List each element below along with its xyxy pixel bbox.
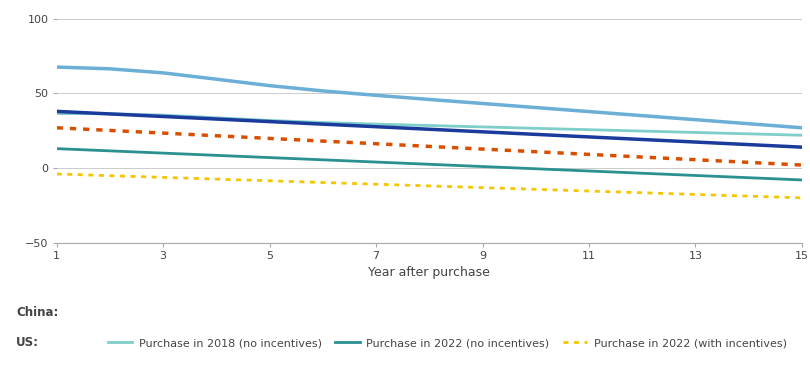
Text: China:: China:: [16, 306, 58, 319]
X-axis label: Year after purchase: Year after purchase: [369, 266, 490, 279]
Text: US:: US:: [16, 337, 39, 349]
Legend: Purchase in 2018 (no incentives), Purchase in 2022 (no incentives), Purchase in : Purchase in 2018 (no incentives), Purcha…: [103, 373, 791, 379]
